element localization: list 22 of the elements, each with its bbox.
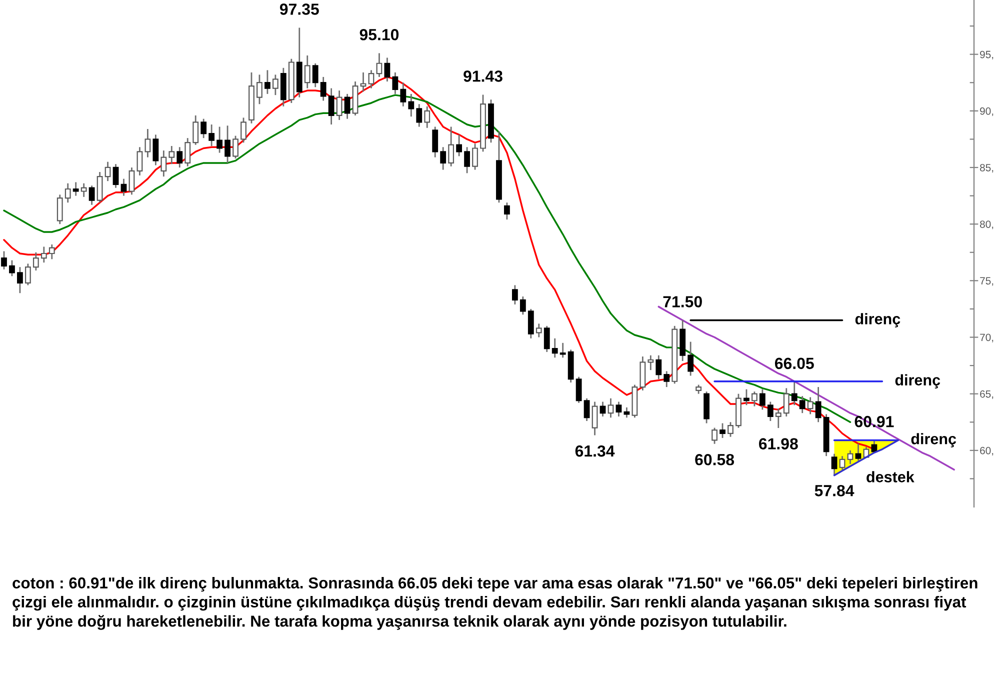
annotation: 95.10 [360,29,399,40]
annotation: 60.58 [695,454,734,466]
series-label: direnç [911,433,956,448]
annotation: 97.35 [280,4,319,15]
y-tick-label: 60, [980,446,994,456]
annotation: 71.50 [663,296,702,308]
y-tick-label: 70, [980,334,994,342]
annotation: 91.43 [464,70,502,82]
y-tick-label: 95, [980,50,994,60]
y-tick-label: 65, [980,390,994,399]
annotation: 61.98 [759,438,798,450]
annotation: 57.84 [814,485,854,496]
y-tick-label: 85, [980,164,994,173]
y-tick-label: 80, [980,220,994,230]
y-tick-label: 75, [980,277,994,286]
text: coton : 60.91"de ilk direnç bulunmakta. Sonrasında 66.05 deki tepe var ama esas olarak "71.50" ve "66.05" deki tepeleri birleştiren çizgi ele alınmalıdır. o çizginin üstüne çıkılmadıkça düşüş trendi devam edebilir. Sarı renkli alanda yaşanan sıkışma sonrası fiyat bir yöne doğru hareketlenebilir. Ne tarafa kopma yaşanırsa teknik olarak aynı yönde pozisyon tutulabilir. [12,577,978,630]
series-label: direnç [895,374,940,389]
annotation: 61.34 [575,445,615,457]
y-tick-label: 90, [980,107,994,116]
annotation: 66.05 [774,358,814,370]
series-label: direnç [855,313,900,328]
series-label: destek [866,471,914,482]
